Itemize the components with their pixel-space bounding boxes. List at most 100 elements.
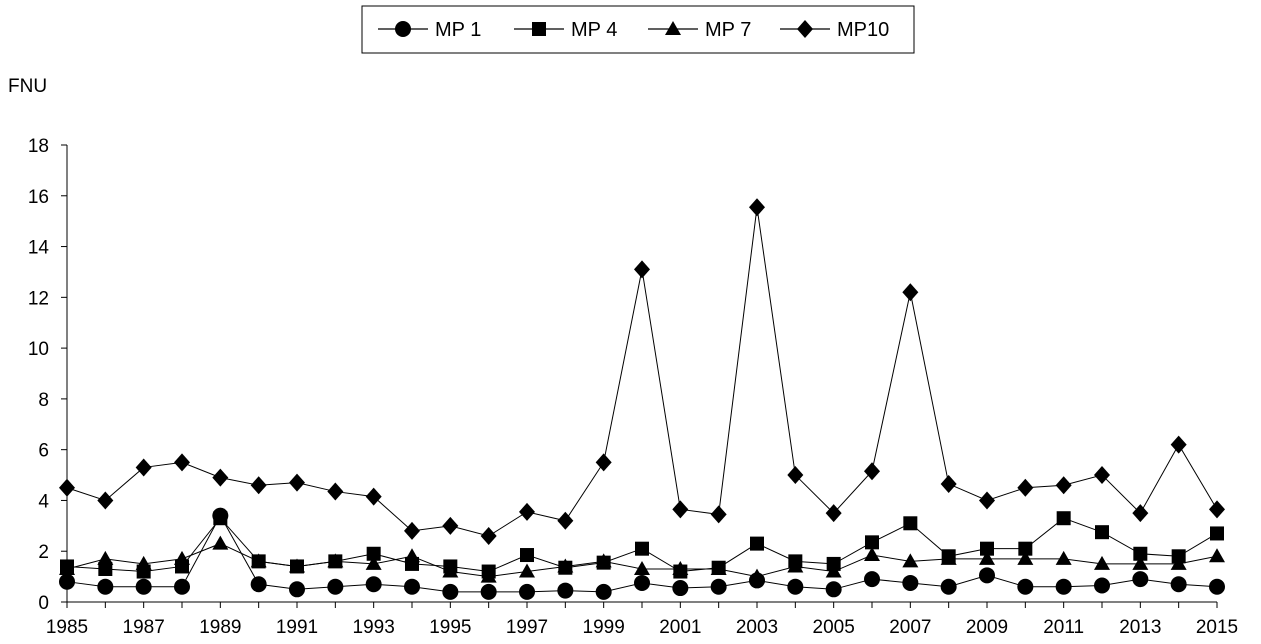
data-point-mp1	[1055, 578, 1072, 595]
legend: MP 1 MP 4 MP 7 MP10	[361, 5, 915, 54]
legend-item-mp7: MP 7	[648, 19, 751, 41]
y-tick-label: 6	[38, 441, 49, 462]
data-point-mp10	[519, 502, 535, 521]
legend-marker-diamond	[797, 20, 813, 38]
data-point-mp7	[174, 550, 190, 565]
x-tick-label: 2011	[1043, 617, 1084, 638]
data-point-mp7	[480, 568, 497, 583]
data-point-mp7	[902, 553, 919, 568]
data-point-mp4	[980, 541, 994, 556]
data-point-mp10	[174, 453, 190, 472]
data-point-mp10	[825, 504, 842, 523]
data-point-mp4	[1133, 546, 1148, 561]
legend-label: MP 1	[435, 19, 481, 41]
data-point-mp1	[59, 573, 75, 590]
axes: 0 2 4 6 8 10 12 14 16 18 1985 1987 1989 1991 1993 1995 1…	[28, 136, 1238, 638]
data-point-mp1	[365, 576, 382, 593]
y-tick-label: 4	[38, 491, 49, 512]
data-point-mp4	[520, 548, 534, 563]
data-point-mp7	[1055, 550, 1072, 565]
data-point-mp1	[1132, 571, 1149, 588]
data-point-mp10	[940, 474, 957, 493]
data-point-mp7	[1170, 555, 1187, 570]
data-point-mp10	[595, 453, 612, 472]
data-point-mp10	[902, 283, 919, 302]
x-tick-label: 1997	[506, 617, 548, 638]
data-point-mp10	[97, 491, 114, 510]
data-point-mp1	[327, 578, 344, 595]
data-point-mp1	[557, 582, 574, 599]
data-point-mp10	[1094, 466, 1110, 485]
data-point-mp7	[557, 558, 574, 573]
x-tick-label: 2001	[659, 617, 701, 638]
data-point-mp10	[979, 491, 995, 510]
data-point-mp7	[59, 560, 75, 575]
data-point-mp7	[825, 563, 842, 578]
data-point-mp1	[825, 581, 842, 598]
y-tick-label: 12	[28, 288, 49, 309]
data-point-mp10	[59, 478, 75, 497]
data-point-mp1	[787, 578, 804, 595]
data-point-mp1	[135, 578, 152, 595]
data-point-mp4	[1095, 525, 1109, 540]
data-point-mp7	[97, 550, 114, 565]
data-point-mp1	[289, 581, 305, 598]
y-tick-label: 2	[38, 542, 49, 563]
data-point-mp1	[710, 578, 727, 595]
x-tick-label: 1995	[429, 617, 471, 638]
data-point-mp7	[672, 560, 689, 575]
data-point-mp10	[710, 505, 727, 524]
data-point-mp1	[97, 578, 114, 595]
data-point-mp1	[979, 567, 995, 584]
data-point-mp4	[903, 516, 918, 531]
data-point-mp10	[864, 462, 880, 481]
data-point-mp7	[442, 563, 459, 578]
x-tick-label: 1985	[46, 617, 88, 638]
data-point-mp1	[1170, 576, 1187, 593]
y-tick-label: 8	[38, 390, 49, 411]
y-tick-label: 10	[28, 339, 49, 360]
data-point-mp10	[557, 511, 574, 530]
data-point-mp4	[213, 511, 228, 526]
data-point-mp7	[787, 558, 804, 573]
data-point-mp10	[787, 466, 804, 485]
y-tick-label: 14	[28, 238, 50, 259]
data-point-mp1	[480, 583, 497, 600]
data-point-mp4	[635, 541, 649, 556]
x-tick-label: 2007	[889, 617, 931, 638]
x-tick-label: 1989	[199, 617, 241, 638]
data-point-mp1	[250, 576, 267, 593]
data-point-mp7	[710, 560, 727, 575]
series-mp1	[59, 507, 1225, 600]
data-point-mp1	[1094, 577, 1110, 594]
legend-label: MP 7	[705, 19, 751, 41]
data-point-mp10	[365, 487, 382, 506]
legend-item-mp4: MP 4	[514, 19, 617, 41]
x-tick-label: 1993	[353, 617, 395, 638]
x-tick-label: 2009	[966, 617, 1008, 638]
data-point-mp10	[1132, 504, 1149, 523]
data-point-mp7	[595, 553, 612, 568]
series-mp7	[59, 535, 1225, 583]
data-point-mp10	[250, 476, 267, 495]
series-layer	[59, 198, 1225, 600]
data-point-mp7	[250, 553, 267, 568]
legend-marker-square	[532, 22, 546, 36]
x-tick-label: 1999	[583, 617, 625, 638]
y-tick-label: 16	[28, 187, 49, 208]
series-mp10	[59, 198, 1225, 545]
data-point-mp7	[634, 560, 650, 575]
data-point-mp1	[1017, 578, 1034, 595]
y-axis-unit-label: FNU	[8, 76, 47, 97]
data-point-mp1	[864, 571, 880, 588]
data-point-mp1	[672, 580, 689, 597]
x-tick-label: 2005	[813, 617, 855, 638]
data-point-mp7	[940, 550, 957, 565]
data-point-mp10	[1017, 478, 1034, 497]
legend-item-mp10: MP10	[780, 19, 889, 41]
data-point-mp7	[1132, 555, 1149, 570]
data-point-mp1	[940, 578, 957, 595]
data-point-mp10	[634, 260, 650, 279]
data-point-mp4	[750, 536, 764, 551]
